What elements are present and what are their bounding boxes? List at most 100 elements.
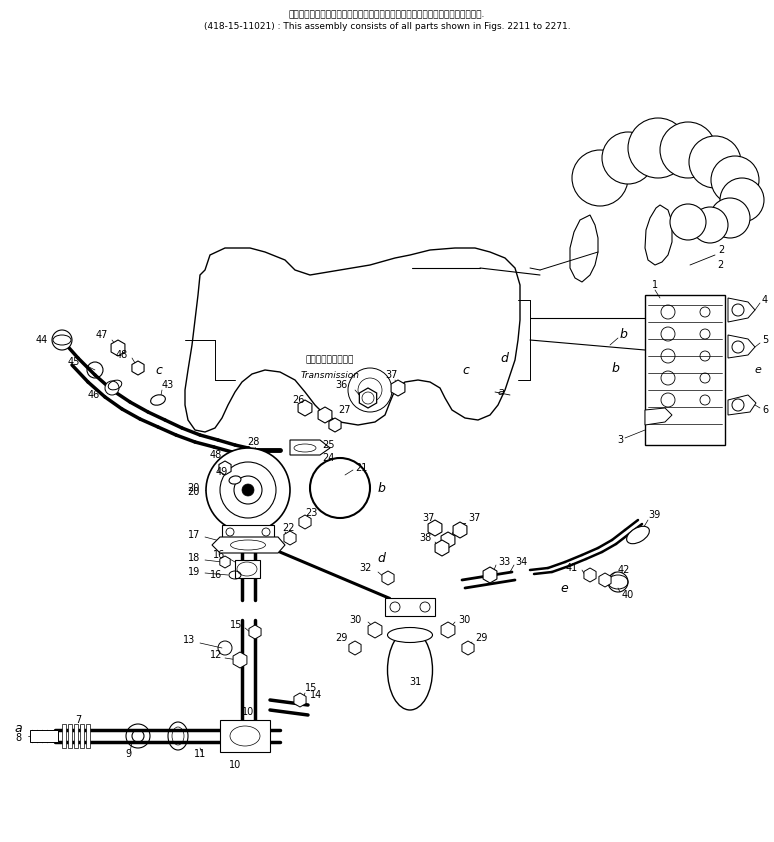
Text: 43: 43 bbox=[162, 380, 174, 390]
Text: 37: 37 bbox=[468, 513, 481, 523]
Polygon shape bbox=[645, 205, 672, 265]
Text: 33: 33 bbox=[498, 557, 510, 567]
Text: 22: 22 bbox=[282, 523, 294, 533]
Text: 49: 49 bbox=[216, 467, 228, 477]
Text: 13: 13 bbox=[183, 635, 195, 645]
Text: 12: 12 bbox=[210, 650, 222, 660]
Text: 32: 32 bbox=[360, 563, 372, 573]
Ellipse shape bbox=[388, 627, 433, 642]
Text: 30: 30 bbox=[350, 615, 362, 625]
Bar bbox=[30, 730, 58, 742]
Text: 36: 36 bbox=[336, 380, 348, 390]
Polygon shape bbox=[299, 515, 311, 529]
Circle shape bbox=[105, 381, 119, 395]
Text: 21: 21 bbox=[355, 463, 368, 473]
Text: 25: 25 bbox=[322, 440, 334, 450]
Text: b: b bbox=[378, 482, 386, 494]
Text: 23: 23 bbox=[305, 508, 317, 518]
Bar bbox=[86, 724, 90, 748]
Circle shape bbox=[206, 448, 290, 532]
Text: 1: 1 bbox=[652, 280, 658, 290]
Polygon shape bbox=[453, 522, 467, 538]
Polygon shape bbox=[111, 340, 125, 356]
Text: 41: 41 bbox=[566, 563, 578, 573]
Polygon shape bbox=[298, 400, 312, 416]
Text: d: d bbox=[377, 552, 385, 564]
Text: 7: 7 bbox=[75, 715, 81, 725]
Text: e: e bbox=[754, 365, 761, 375]
Bar bbox=[235, 560, 260, 578]
Text: c: c bbox=[155, 364, 162, 376]
Ellipse shape bbox=[627, 526, 649, 544]
Polygon shape bbox=[219, 461, 231, 475]
Text: 27: 27 bbox=[338, 405, 351, 415]
Text: 34: 34 bbox=[515, 557, 527, 567]
Circle shape bbox=[711, 156, 759, 204]
Text: (418-15-11021) : This assembly consists of all parts shown in Figs. 2211 to 2271: (418-15-11021) : This assembly consists … bbox=[204, 22, 570, 31]
Text: 39: 39 bbox=[648, 510, 660, 520]
Text: 37: 37 bbox=[422, 513, 434, 523]
Circle shape bbox=[720, 178, 764, 222]
Text: 35: 35 bbox=[455, 523, 467, 533]
Text: 24: 24 bbox=[322, 453, 334, 463]
Text: 2: 2 bbox=[718, 245, 724, 255]
Text: 42: 42 bbox=[618, 565, 630, 575]
Bar bbox=[68, 724, 72, 748]
Polygon shape bbox=[391, 380, 405, 396]
Circle shape bbox=[660, 122, 716, 178]
Text: 10: 10 bbox=[241, 707, 254, 717]
Polygon shape bbox=[359, 388, 377, 408]
Text: 16: 16 bbox=[210, 570, 222, 580]
Text: 48: 48 bbox=[210, 450, 222, 460]
Circle shape bbox=[572, 150, 628, 206]
Text: 15: 15 bbox=[305, 683, 317, 693]
Polygon shape bbox=[382, 571, 394, 585]
Text: 38: 38 bbox=[420, 533, 432, 543]
Text: 3: 3 bbox=[617, 435, 623, 445]
Text: 9: 9 bbox=[125, 749, 131, 759]
Text: a: a bbox=[15, 722, 22, 734]
Text: 5: 5 bbox=[762, 335, 769, 345]
Text: 46: 46 bbox=[87, 390, 100, 400]
Text: 11: 11 bbox=[194, 749, 206, 759]
Text: 37: 37 bbox=[385, 370, 398, 380]
Text: 14: 14 bbox=[310, 690, 322, 700]
Circle shape bbox=[52, 330, 72, 350]
Ellipse shape bbox=[151, 395, 166, 405]
Text: Transmission: Transmission bbox=[300, 370, 359, 380]
Bar bbox=[220, 720, 270, 752]
Text: 10: 10 bbox=[229, 760, 241, 770]
Text: 17: 17 bbox=[187, 530, 200, 540]
Circle shape bbox=[628, 118, 688, 178]
Polygon shape bbox=[584, 568, 596, 582]
Polygon shape bbox=[728, 335, 755, 358]
Text: a: a bbox=[498, 387, 505, 397]
Text: 29: 29 bbox=[475, 633, 488, 643]
Polygon shape bbox=[329, 418, 341, 432]
Polygon shape bbox=[233, 652, 247, 668]
Text: 15: 15 bbox=[230, 620, 242, 630]
Polygon shape bbox=[599, 573, 611, 587]
Text: 40: 40 bbox=[622, 590, 634, 600]
Text: 2: 2 bbox=[717, 260, 723, 270]
Polygon shape bbox=[132, 361, 144, 375]
Polygon shape bbox=[728, 395, 756, 415]
Circle shape bbox=[710, 198, 750, 238]
Polygon shape bbox=[428, 520, 442, 536]
Text: 31: 31 bbox=[409, 677, 421, 687]
Polygon shape bbox=[294, 693, 306, 707]
Polygon shape bbox=[441, 532, 455, 548]
Polygon shape bbox=[645, 408, 672, 425]
Text: 47: 47 bbox=[96, 330, 108, 340]
Text: 18: 18 bbox=[188, 553, 200, 563]
Polygon shape bbox=[441, 622, 455, 638]
Bar bbox=[80, 724, 84, 748]
Text: 48: 48 bbox=[116, 350, 128, 360]
Text: 20: 20 bbox=[187, 487, 200, 497]
Bar bbox=[74, 724, 78, 748]
Text: 28: 28 bbox=[247, 437, 259, 447]
Polygon shape bbox=[220, 556, 230, 568]
Polygon shape bbox=[462, 641, 474, 655]
Polygon shape bbox=[570, 215, 598, 282]
Polygon shape bbox=[483, 567, 497, 583]
